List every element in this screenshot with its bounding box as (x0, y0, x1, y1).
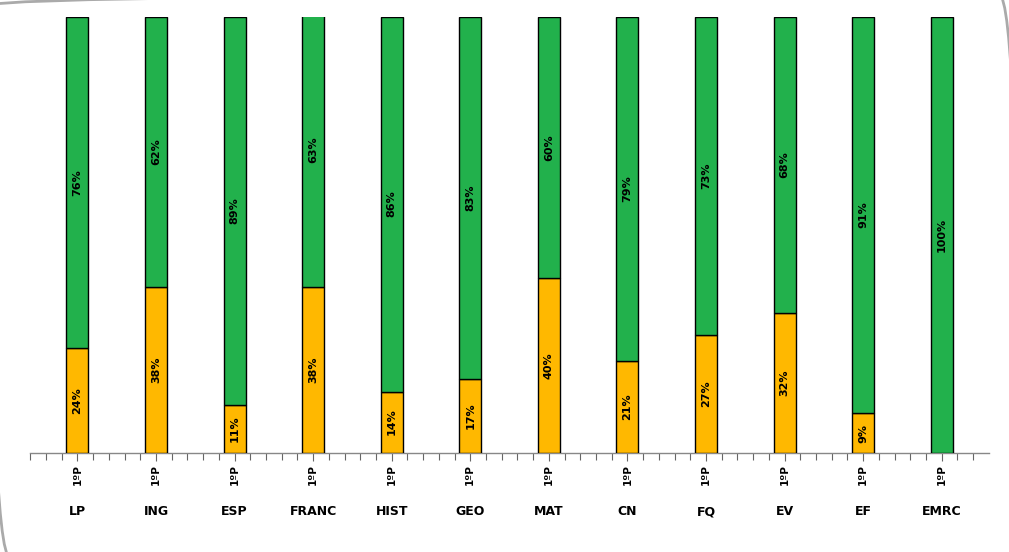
Bar (853, 413, 874, 453)
Bar (145, 17, 166, 287)
Text: 60%: 60% (544, 134, 554, 161)
Bar (224, 17, 245, 405)
Text: 21%: 21% (623, 394, 633, 420)
Text: 27%: 27% (701, 380, 711, 407)
Text: MAT: MAT (534, 506, 564, 518)
Text: GEO: GEO (456, 506, 485, 518)
Text: EV: EV (776, 506, 794, 518)
Bar (616, 361, 639, 453)
Text: 100%: 100% (936, 217, 946, 252)
Bar (774, 313, 795, 453)
Text: 73%: 73% (701, 162, 711, 189)
Text: 40%: 40% (544, 352, 554, 379)
Text: 83%: 83% (465, 184, 475, 211)
Bar (380, 17, 403, 391)
Bar (459, 17, 481, 379)
Text: ESP: ESP (221, 506, 248, 518)
Text: CN: CN (618, 506, 637, 518)
Text: 63%: 63% (308, 136, 318, 163)
Text: 24%: 24% (73, 387, 83, 413)
Text: 9%: 9% (858, 423, 868, 443)
Bar (853, 17, 874, 413)
Bar (145, 287, 166, 453)
Bar (67, 348, 89, 453)
Text: EF: EF (855, 506, 872, 518)
Text: FRANC: FRANC (290, 506, 337, 518)
Bar (302, 287, 324, 453)
Bar (459, 379, 481, 453)
Bar (695, 17, 717, 335)
Bar (67, 17, 89, 348)
Bar (774, 17, 795, 313)
Text: 89%: 89% (230, 197, 239, 224)
Text: 86%: 86% (386, 190, 397, 217)
Bar (538, 17, 560, 278)
Text: ING: ING (143, 506, 169, 518)
Text: LP: LP (69, 506, 86, 518)
Text: FQ: FQ (696, 506, 715, 518)
Text: 14%: 14% (386, 408, 397, 436)
Bar (302, 12, 324, 287)
Text: 32%: 32% (780, 370, 789, 396)
Bar (224, 405, 245, 453)
Text: 76%: 76% (73, 169, 83, 195)
Text: 79%: 79% (623, 176, 633, 202)
Text: 38%: 38% (308, 357, 318, 383)
Bar (930, 17, 952, 453)
Bar (695, 335, 717, 453)
Text: 68%: 68% (780, 151, 789, 178)
Bar (380, 391, 403, 453)
Text: EMRC: EMRC (922, 506, 962, 518)
Text: 91%: 91% (858, 201, 868, 229)
Text: HIST: HIST (375, 506, 408, 518)
Bar (538, 278, 560, 453)
Text: 17%: 17% (465, 402, 475, 429)
Text: 11%: 11% (230, 415, 239, 442)
Bar (616, 17, 639, 361)
Text: 38%: 38% (151, 357, 161, 383)
Text: 62%: 62% (151, 139, 161, 165)
